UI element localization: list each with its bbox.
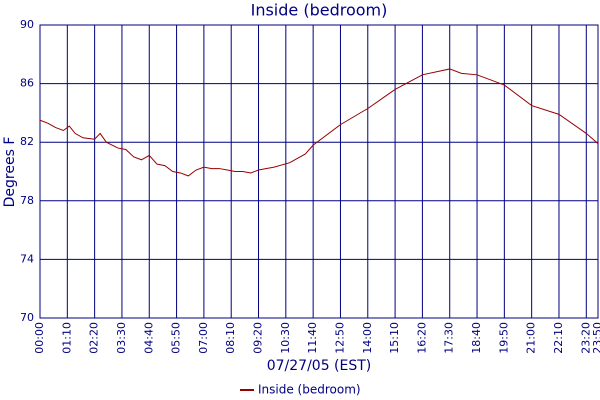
legend-label: Inside (bedroom) xyxy=(258,383,361,397)
y-tick-label: 86 xyxy=(20,77,34,90)
x-tick-label: 09:20 xyxy=(252,322,265,354)
x-tick-label: 02:20 xyxy=(88,322,101,354)
y-tick-label: 90 xyxy=(20,18,34,31)
x-tick-label: 11:40 xyxy=(306,322,319,354)
y-tick-label: 78 xyxy=(20,194,34,207)
x-tick-label: 16:20 xyxy=(415,322,428,354)
data-line xyxy=(39,68,599,177)
plot-area xyxy=(39,24,599,319)
y-tick-label: 74 xyxy=(20,252,34,265)
x-tick-label: 07:00 xyxy=(197,322,210,354)
x-tick-label: 19:50 xyxy=(497,322,510,354)
x-tick-label: 12:50 xyxy=(333,322,346,354)
x-tick-label: 21:00 xyxy=(525,322,538,354)
x-tick-label: 04:40 xyxy=(142,322,155,354)
y-tick-label: 70 xyxy=(20,311,34,324)
x-tick-label: 15:10 xyxy=(388,322,401,354)
x-tick-label: 14:00 xyxy=(361,322,374,354)
x-tick-label: 23:50 xyxy=(591,322,600,354)
y-tick-label: 82 xyxy=(20,135,34,148)
x-axis-title: 07/27/05 (EST) xyxy=(267,358,372,374)
y-axis-title: Degrees F xyxy=(2,137,18,208)
x-tick-label: 05:50 xyxy=(170,322,183,354)
x-tick-label: 01:10 xyxy=(60,322,73,354)
x-tick-label: 23:20 xyxy=(579,322,592,354)
x-tick-label: 18:40 xyxy=(470,322,483,354)
x-tick-label: 22:10 xyxy=(552,322,565,354)
x-tick-label: 08:10 xyxy=(224,322,237,354)
x-tick-label: 03:30 xyxy=(115,322,128,354)
x-tick-label: 10:30 xyxy=(279,322,292,354)
x-tick-label: 00:00 xyxy=(33,322,46,354)
chart-title: Inside (bedroom) xyxy=(251,1,388,20)
x-tick-label: 17:30 xyxy=(443,322,456,354)
